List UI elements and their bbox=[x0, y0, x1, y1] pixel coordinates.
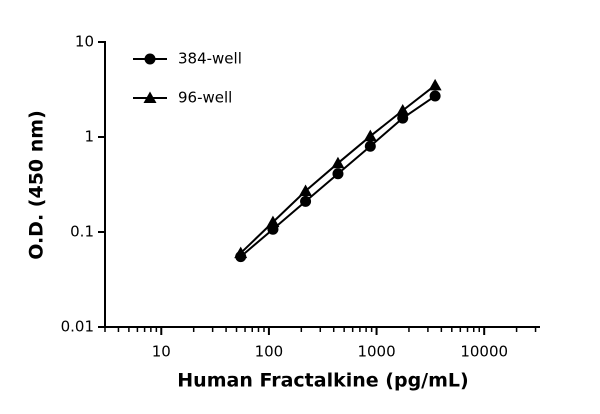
y-axis-title: O.D. (450 nm) bbox=[26, 110, 48, 260]
marker bbox=[266, 215, 280, 228]
x-tick-label: 1000 bbox=[357, 343, 395, 361]
legend-label: 384-well bbox=[178, 50, 242, 68]
marker bbox=[299, 184, 313, 197]
y-tick-label: 0.1 bbox=[70, 223, 94, 241]
y-tick-label: 1 bbox=[84, 128, 94, 146]
marker bbox=[143, 91, 157, 103]
marker bbox=[429, 90, 441, 102]
x-tick-label: 100 bbox=[255, 343, 284, 361]
marker bbox=[364, 140, 376, 152]
marker bbox=[428, 78, 442, 91]
x-tick-label: 10000 bbox=[460, 343, 508, 361]
marker bbox=[363, 129, 377, 142]
marker bbox=[144, 53, 156, 65]
marker bbox=[300, 195, 312, 207]
x-axis-title: Human Fractalkine (pg/mL) bbox=[177, 370, 468, 392]
y-tick-label: 10 bbox=[75, 33, 94, 51]
marker bbox=[331, 156, 345, 169]
legend-label: 96-well bbox=[178, 89, 232, 107]
marker bbox=[396, 104, 410, 116]
x-tick-label: 10 bbox=[152, 343, 171, 361]
marker bbox=[234, 246, 248, 259]
y-tick-label: 0.01 bbox=[61, 318, 94, 336]
marker bbox=[332, 168, 344, 180]
